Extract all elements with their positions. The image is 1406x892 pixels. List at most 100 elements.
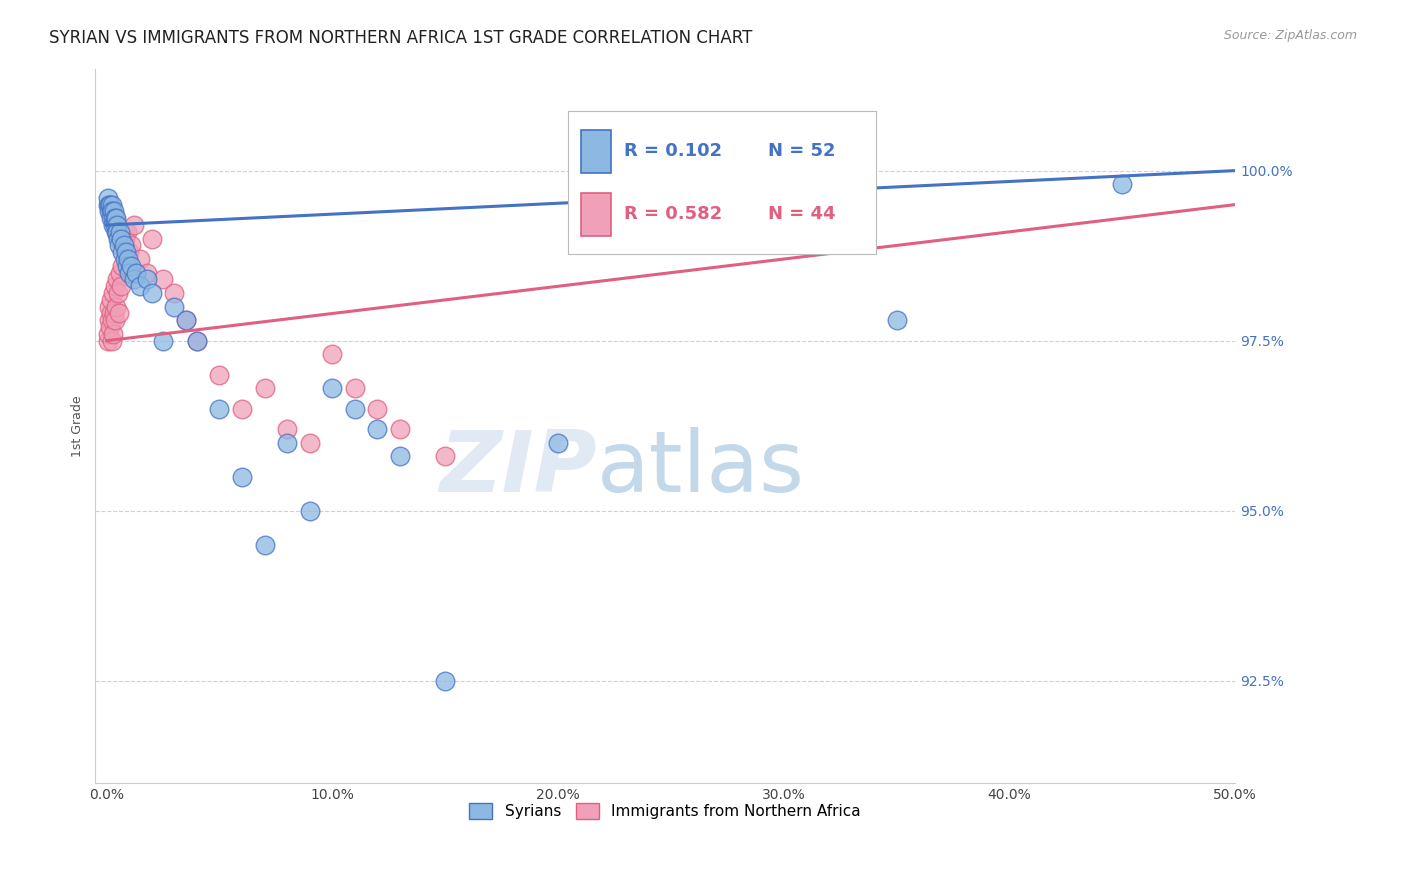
Point (186, 334, 208, 348)
Point (117, 252, 139, 266)
Point (108, 238, 131, 252)
Point (107, 286, 129, 301)
Point (886, 313, 908, 327)
Text: atlas: atlas (596, 427, 804, 510)
Point (208, 368, 231, 382)
Point (105, 272, 128, 286)
Point (389, 422, 412, 436)
Point (100, 293, 122, 307)
Y-axis label: 1st Grade: 1st Grade (72, 395, 84, 457)
Point (163, 286, 186, 301)
Point (105, 211, 128, 226)
Point (97, 197, 120, 211)
Point (253, 538, 276, 552)
Point (152, 334, 174, 348)
Point (114, 232, 136, 246)
Point (108, 306, 131, 320)
Point (103, 218, 125, 232)
Point (321, 381, 343, 395)
Point (111, 259, 134, 273)
Point (104, 300, 127, 314)
Point (174, 313, 197, 327)
Point (100, 197, 122, 211)
Point (121, 238, 143, 252)
Point (141, 232, 163, 246)
Point (136, 272, 159, 286)
Point (276, 422, 298, 436)
Point (98, 197, 121, 211)
Point (174, 313, 197, 327)
Point (98, 204, 121, 219)
Point (97, 197, 120, 211)
Point (276, 435, 298, 450)
Point (163, 300, 186, 314)
Point (104, 225, 127, 239)
Point (298, 435, 321, 450)
Point (1111, 178, 1133, 192)
Legend: Syrians, Immigrants from Northern Africa: Syrians, Immigrants from Northern Africa (464, 797, 868, 825)
Point (101, 211, 124, 226)
Point (115, 259, 138, 273)
Point (121, 259, 143, 273)
Point (98, 300, 121, 314)
Point (103, 326, 125, 341)
Point (97, 334, 120, 348)
Point (100, 204, 122, 219)
Point (108, 266, 131, 280)
Point (547, 435, 569, 450)
Point (97, 191, 120, 205)
Point (97, 313, 120, 327)
Point (114, 252, 136, 266)
Point (129, 252, 152, 266)
Point (98, 320, 121, 334)
Point (108, 225, 131, 239)
Point (122, 272, 145, 286)
Text: Source: ZipAtlas.com: Source: ZipAtlas.com (1223, 29, 1357, 42)
Point (343, 401, 366, 416)
Point (343, 381, 366, 395)
Point (772, 211, 794, 226)
Point (103, 306, 125, 320)
Point (103, 211, 125, 226)
Point (141, 286, 163, 301)
Point (107, 232, 129, 246)
Point (103, 204, 125, 219)
Point (114, 245, 136, 260)
Point (110, 232, 132, 246)
Point (101, 313, 124, 327)
Point (298, 504, 321, 518)
Point (321, 347, 343, 361)
Point (100, 306, 122, 320)
Point (101, 286, 124, 301)
Point (111, 245, 134, 260)
Point (231, 470, 253, 484)
Point (118, 245, 141, 260)
Point (104, 313, 127, 327)
Point (105, 218, 128, 232)
Point (389, 450, 412, 464)
Point (366, 401, 388, 416)
Point (125, 266, 148, 280)
Point (434, 450, 457, 464)
Point (103, 279, 125, 293)
Point (136, 266, 159, 280)
Text: ZIP: ZIP (439, 427, 596, 510)
Point (122, 218, 145, 232)
Point (100, 211, 122, 226)
Point (253, 381, 276, 395)
Point (110, 279, 132, 293)
Point (107, 225, 129, 239)
Point (208, 401, 231, 416)
Point (112, 238, 135, 252)
Point (100, 334, 122, 348)
Point (434, 673, 457, 688)
Point (115, 225, 138, 239)
Point (152, 272, 174, 286)
Point (129, 279, 152, 293)
Point (118, 266, 141, 280)
Point (231, 401, 253, 416)
Point (101, 204, 124, 219)
Point (97, 326, 120, 341)
Point (104, 218, 127, 232)
Text: SYRIAN VS IMMIGRANTS FROM NORTHERN AFRICA 1ST GRADE CORRELATION CHART: SYRIAN VS IMMIGRANTS FROM NORTHERN AFRIC… (49, 29, 752, 46)
